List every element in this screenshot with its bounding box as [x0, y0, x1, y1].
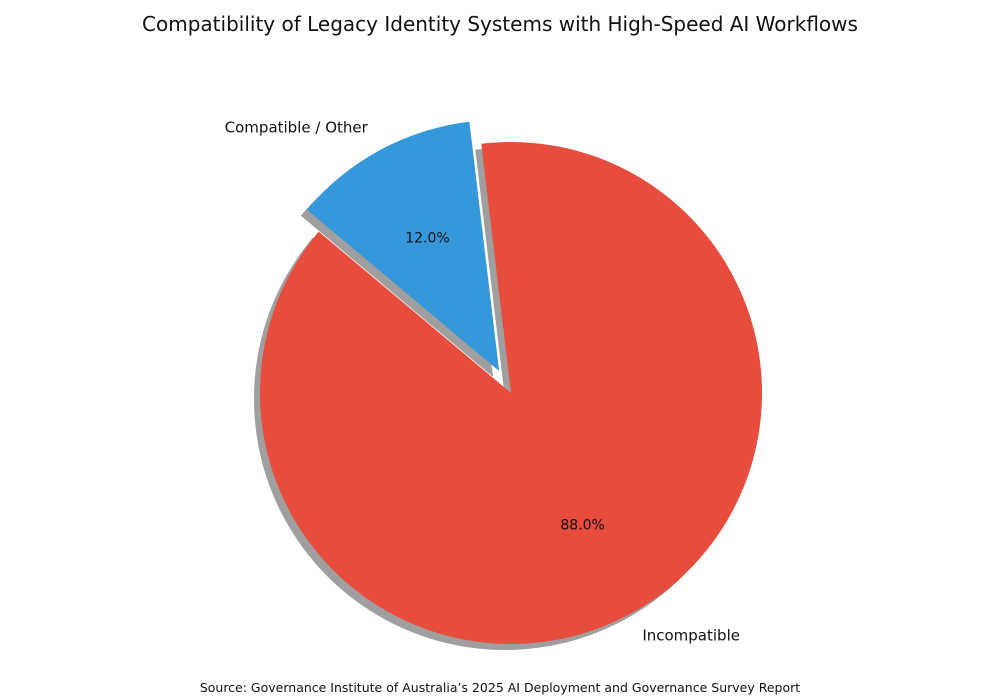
slice-label-compatible-other: Compatible / Other [225, 119, 369, 137]
pie-slice-layer [260, 121, 763, 645]
chart-title: Compatibility of Legacy Identity Systems… [142, 12, 858, 36]
pct-label-incompatible: 88.0% [560, 517, 604, 533]
pie-label-layer: Incompatible 88.0% Compatible / Other 12.0% [225, 119, 740, 645]
pie-slice-incompatible [260, 142, 763, 645]
pct-label-compatible-other: 12.0% [405, 231, 449, 247]
slice-label-incompatible: Incompatible [642, 626, 740, 644]
chart-source: Source: Governance Institute of Australi… [199, 680, 801, 695]
pie-slice-compatible-other [306, 121, 500, 372]
